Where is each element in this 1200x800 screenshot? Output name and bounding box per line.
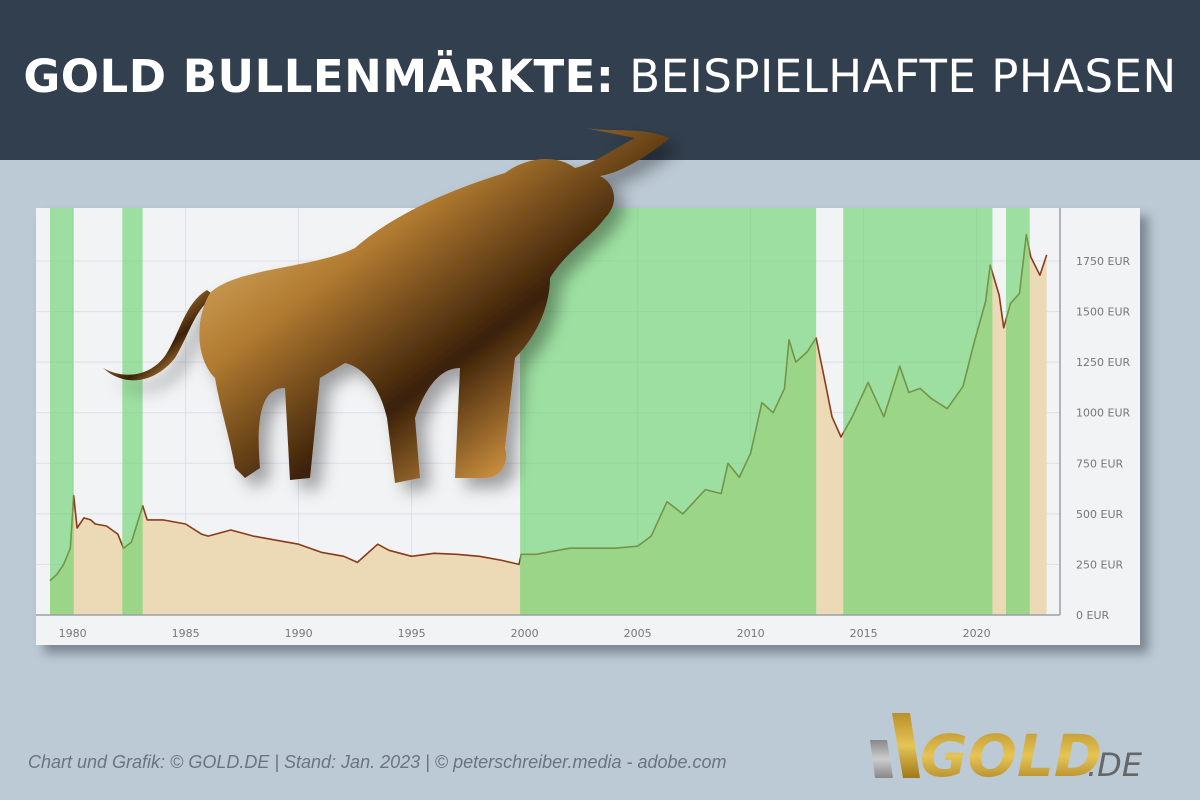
bull-phase-band — [50, 208, 74, 615]
x-tick-label: 2005 — [624, 627, 652, 640]
footer-credit: Chart und Grafik: © GOLD.DE | Stand: Jan… — [28, 752, 727, 772]
chart-card: 1980 1985 1990 1995 2000 2005 2010 2015 2020 0 EU… — [36, 208, 1140, 645]
title-light: BEISPIELHAFTE PHASEN — [629, 49, 1177, 103]
y-tick-label: 250 EUR — [1076, 558, 1123, 571]
bull-phase-band — [520, 208, 817, 615]
x-tick-label: 2010 — [737, 627, 765, 640]
x-tick-label: 1995 — [398, 627, 426, 640]
bull-phase-band — [1005, 208, 1030, 615]
title-bold: GOLD BULLENMÄRKTE: — [23, 49, 615, 103]
y-tick-label: 0 EUR — [1076, 609, 1109, 622]
y-tick-label: 1750 EUR — [1076, 255, 1130, 268]
x-tick-label: 1980 — [59, 627, 87, 640]
x-tick-label: 2000 — [511, 627, 539, 640]
y-tick-label: 500 EUR — [1076, 508, 1123, 521]
page-title: GOLD BULLENMÄRKTE: BEISPIELHAFTE PHASEN — [23, 50, 1176, 103]
header-banner: GOLD BULLENMÄRKTE: BEISPIELHAFTE PHASEN — [0, 0, 1200, 160]
logo-silver-bar — [870, 740, 893, 778]
y-tick-label: 750 EUR — [1076, 457, 1123, 470]
logo-suffix: .DE — [1087, 746, 1143, 780]
x-tick-label: 2020 — [963, 627, 991, 640]
x-tick-label: 1990 — [285, 627, 313, 640]
x-tick-label: 1985 — [172, 627, 200, 640]
gold-de-logo: GOLD .DE — [870, 713, 1143, 780]
x-tick-label: 2015 — [850, 627, 878, 640]
logo-text: GOLD — [920, 722, 1102, 780]
golden-bull-illustration — [103, 128, 670, 483]
y-tick-label: 1500 EUR — [1076, 306, 1130, 319]
gold-price-chart: 1980 1985 1990 1995 2000 2005 2010 2015 2020 0 EU… — [36, 208, 1130, 640]
bull-phase-band — [843, 208, 993, 615]
y-tick-label: 1250 EUR — [1076, 356, 1130, 369]
bull-phase-band — [122, 208, 143, 615]
logo-gold-bar — [892, 713, 920, 778]
y-tick-label: 1000 EUR — [1076, 407, 1130, 420]
